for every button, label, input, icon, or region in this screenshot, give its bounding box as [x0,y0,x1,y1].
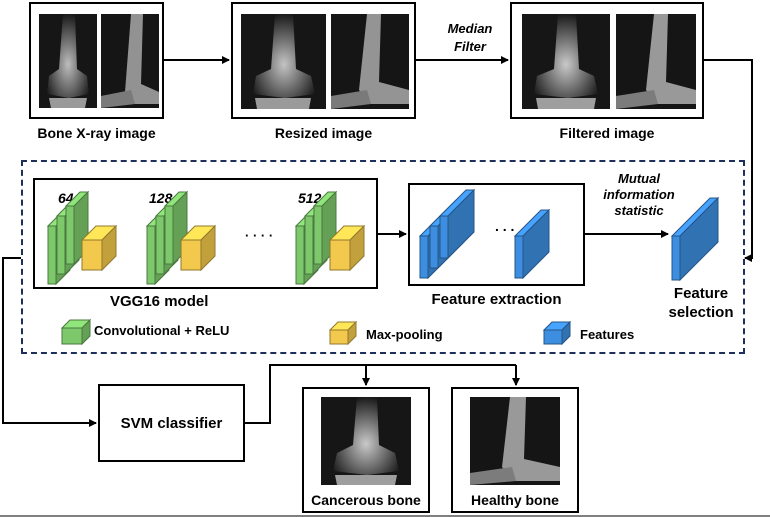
resized-image-label: Resized image [274,125,373,141]
connector-svm-to-outputs [245,364,516,424]
resized-image-box [231,2,416,119]
input-image-label: Bone X-ray image [37,125,156,141]
maxpool-layer-block2 [179,224,217,272]
legend-conv-label: Convolutional + ReLU [94,323,230,338]
elbow-xray-thumbnail [101,14,159,108]
elbow-xray-thumbnail [470,397,560,485]
knee-xray-thumbnail [321,397,411,485]
legend-features-label: Features [580,327,635,342]
feature-extraction-label: Feature extraction [431,291,562,308]
filtered-image-box [510,2,704,119]
vgg-ellipsis: · · · · [245,228,274,243]
selected-features [670,196,720,282]
maxpool-layer-block1 [80,224,118,272]
feature-ellipsis: . . . [495,218,515,234]
feature-selection-label: Feature selection [668,285,734,321]
healthy-bone-label: Healthy bone [471,492,559,508]
knee-xray-thumbnail [522,14,610,109]
arrow-to-svm [2,257,97,427]
feature-map-3 [438,188,476,260]
vgg16-model-label: VGG16 model [110,293,209,310]
elbow-xray-thumbnail [331,14,409,109]
arrow-filtered-to-selection [704,59,753,262]
healthy-bone-box: Healthy bone [451,387,579,513]
cancerous-bone-box: Cancerous bone [302,387,430,513]
svm-classifier-box: SVM classifier [98,384,245,462]
legend-pool-icon [328,320,358,346]
svm-classifier-label: SVM classifier [120,415,223,432]
block2-filter-count: 128 [149,190,173,206]
maxpool-layer-block3 [328,224,366,272]
legend-pool-label: Max-pooling [366,327,443,342]
elbow-xray-thumbnail [616,14,696,109]
filtered-image-label: Filtered image [559,125,655,141]
legend-features-icon [542,320,572,346]
knee-xray-thumbnail [241,14,326,109]
input-image-box [29,2,164,119]
cancerous-bone-label: Cancerous bone [311,492,421,508]
legend-conv-icon [60,318,92,346]
knee-xray-thumbnail [39,14,97,108]
feature-map-last [513,208,551,280]
median-filter-label: Median Filter [447,21,493,54]
block3-filter-count: 512 [298,190,322,206]
mutual-information-label: Mutual information statistic [603,171,675,218]
